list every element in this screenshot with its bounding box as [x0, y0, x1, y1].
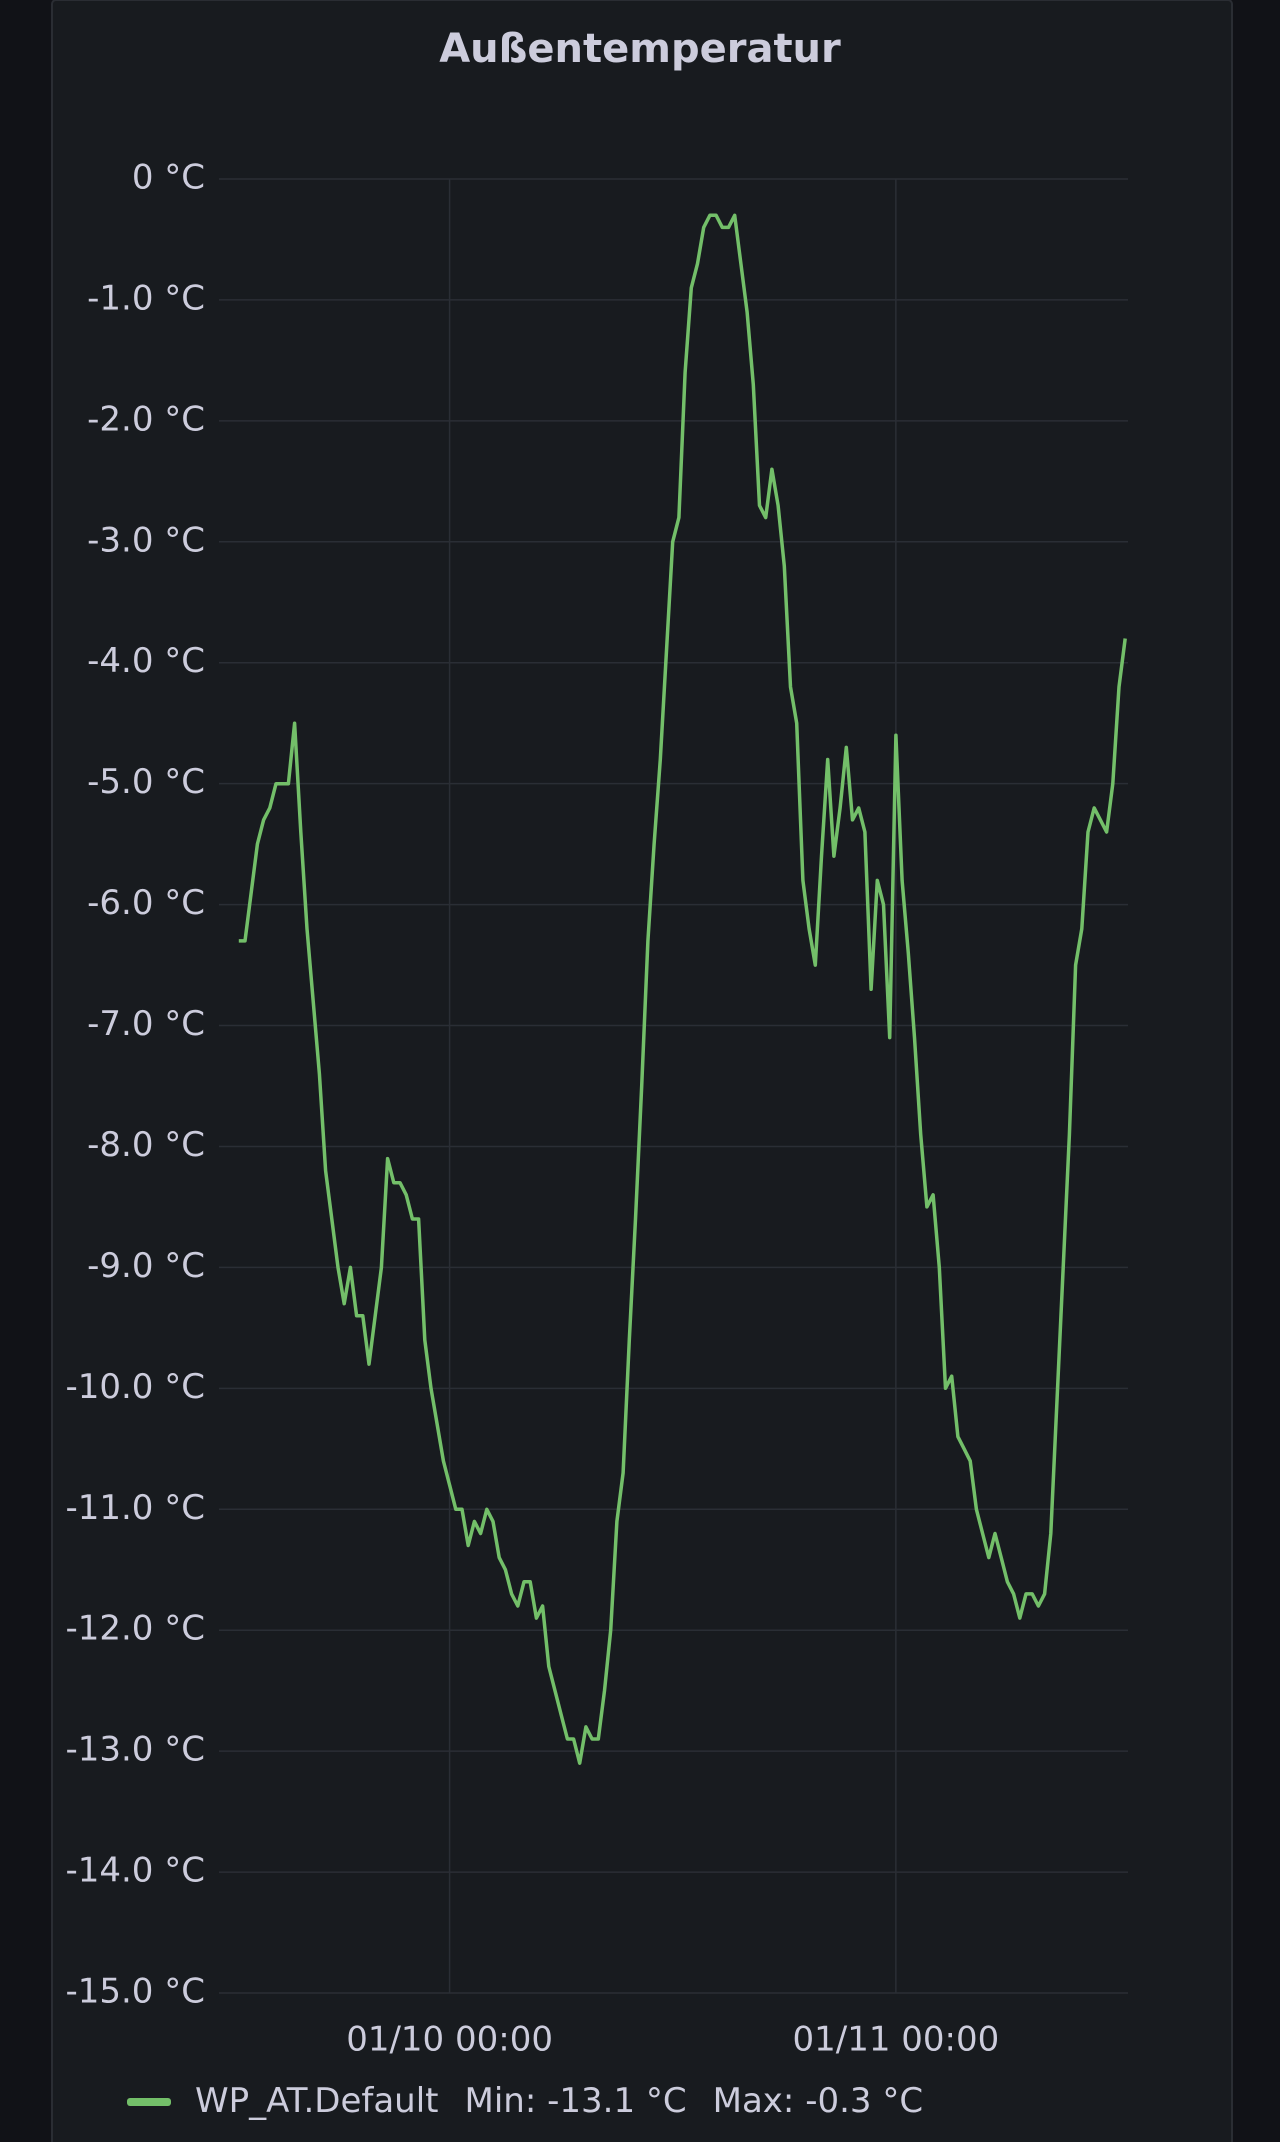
y-tick-label: -4.0 °C: [87, 641, 205, 681]
y-tick-label: -12.0 °C: [65, 1609, 205, 1649]
chart-title: Außentemperatur: [439, 26, 841, 72]
y-tick-label: -1.0 °C: [87, 278, 205, 318]
y-tick-label: 0 °C: [132, 158, 205, 198]
y-tick-label: -7.0 °C: [87, 1004, 205, 1044]
y-tick-label: -15.0 °C: [65, 1972, 205, 2012]
legend-text: Min: -13.1 °C: [465, 2081, 687, 2121]
y-tick-label: -13.0 °C: [65, 1730, 205, 1770]
legend-text: WP_AT.Default: [195, 2081, 439, 2121]
y-tick-label: -14.0 °C: [65, 1851, 205, 1891]
legend-label: WP_AT.Default Min: -13.1 °C Max: -0.3 °C: [195, 2081, 923, 2121]
y-tick-label: -11.0 °C: [65, 1488, 205, 1528]
y-tick-label: -9.0 °C: [87, 1246, 205, 1286]
legend-swatch: [127, 2098, 171, 2106]
y-tick-label: -2.0 °C: [87, 399, 205, 439]
y-tick-label: -6.0 °C: [87, 883, 205, 923]
y-tick-label: -8.0 °C: [87, 1125, 205, 1165]
series-line: [238, 213, 1127, 1765]
y-tick-label: -5.0 °C: [87, 762, 205, 802]
x-tick-label: 01/10 00:00: [346, 2020, 553, 2060]
legend-text: Max: -0.3 °C: [713, 2081, 923, 2121]
y-tick-label: -3.0 °C: [87, 520, 205, 560]
y-tick-label: -10.0 °C: [65, 1367, 205, 1407]
x-tick-label: 01/11 00:00: [792, 2020, 999, 2060]
